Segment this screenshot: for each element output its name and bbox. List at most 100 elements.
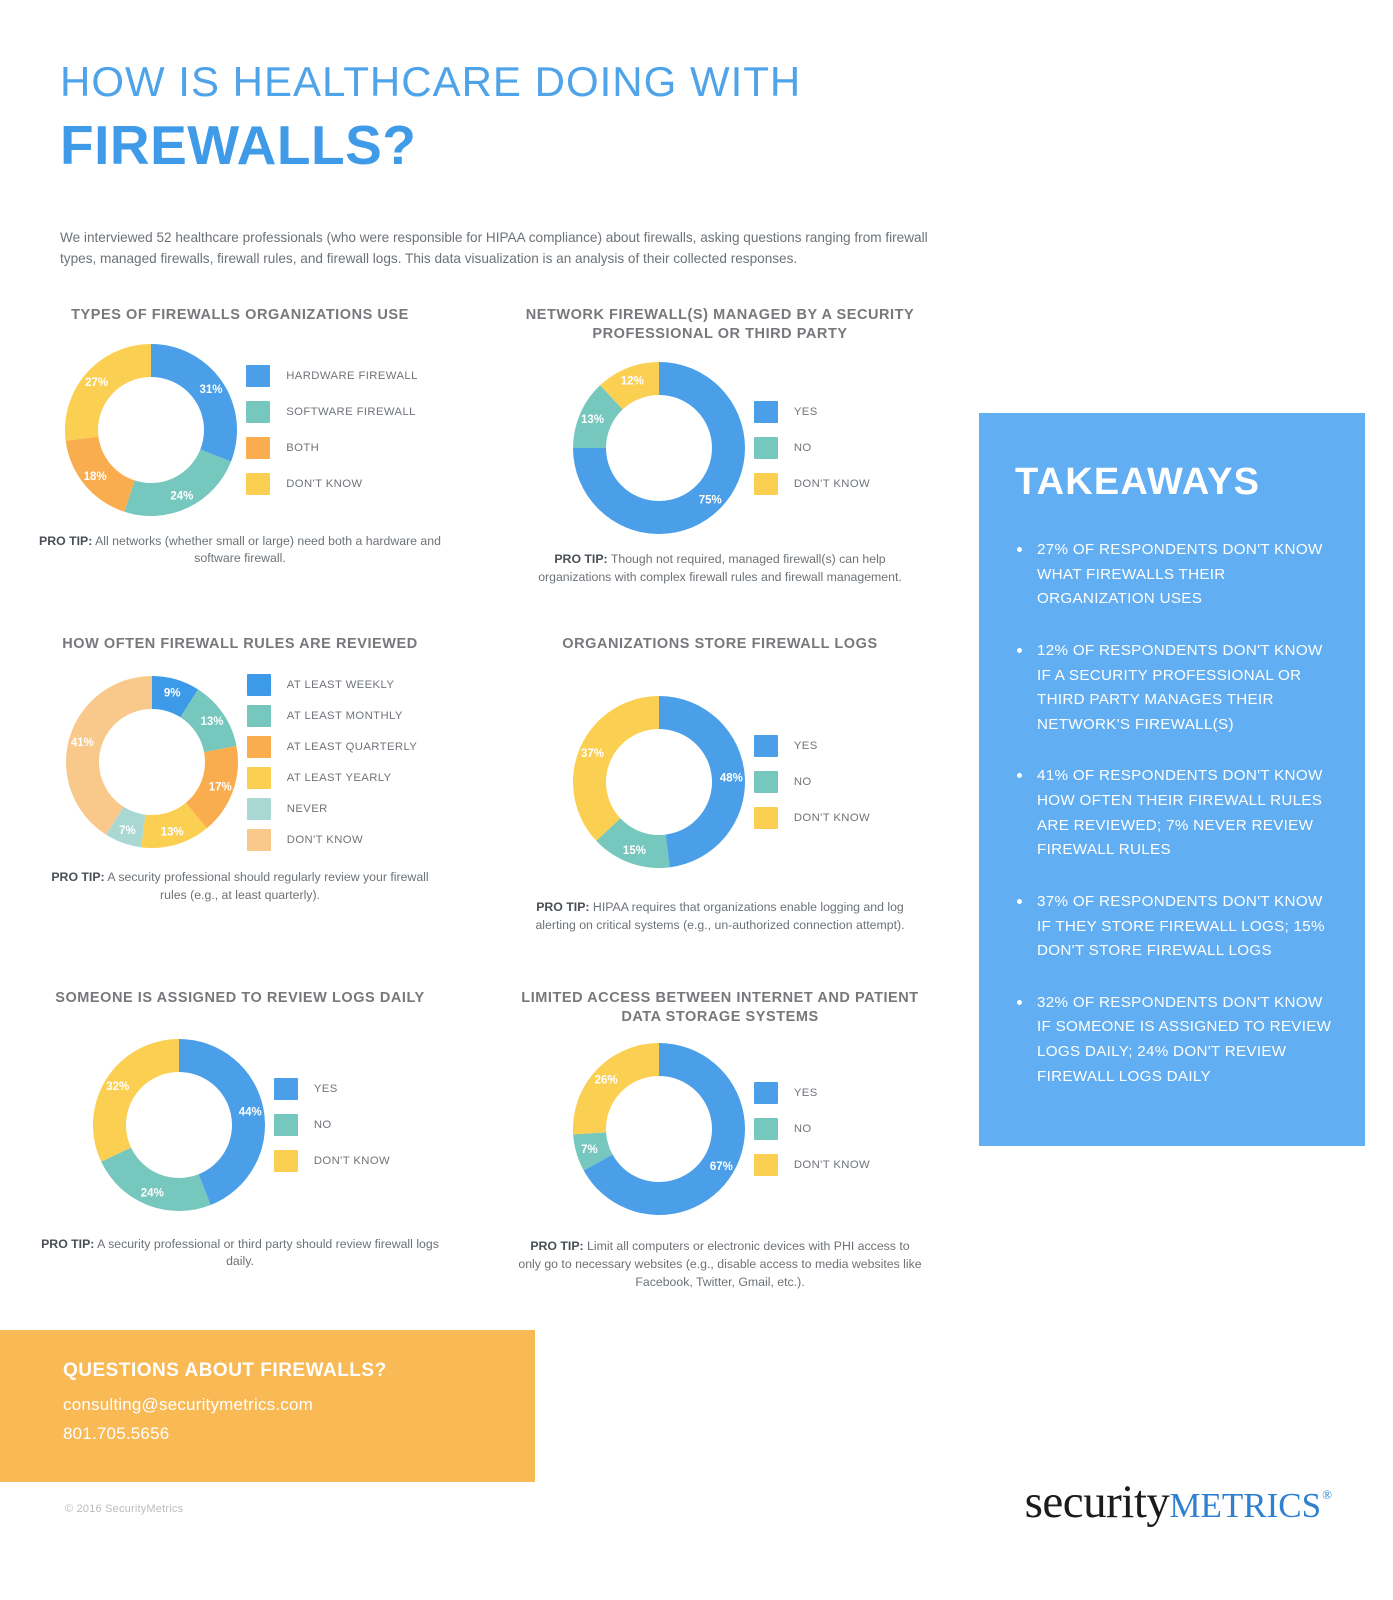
chart-legend: HARDWARE FIREWALL SOFTWARE FIREWALL BOTH DO… bbox=[246, 358, 418, 502]
legend-label: NO bbox=[793, 442, 812, 455]
donut-chart-limited-access-internet: 67% 7% 26% bbox=[570, 1040, 748, 1218]
donut-slice-label: 15% bbox=[623, 846, 646, 858]
donut-chart-assigned-review-logs-daily: 44% 24% 32% bbox=[90, 1036, 268, 1214]
legend-swatch-icon bbox=[753, 473, 778, 496]
legend-item: YES bbox=[753, 401, 870, 424]
chart-row-3: SOMEONE IS ASSIGNED TO REVIEW LOGS DAILY… bbox=[0, 983, 960, 1292]
legend-swatch-icon bbox=[246, 704, 271, 727]
donut-slice bbox=[572, 696, 659, 842]
donut-slice-label: 7% bbox=[119, 826, 136, 838]
pro-tip-text: A security professional should regularly… bbox=[104, 870, 429, 903]
legend-label: NO bbox=[793, 776, 812, 789]
donut-slice bbox=[583, 1043, 745, 1216]
legend-swatch-icon bbox=[753, 807, 778, 830]
donut-slice-label: 44% bbox=[239, 1106, 262, 1118]
legend-swatch-icon bbox=[273, 1077, 298, 1100]
registered-trademark-icon: ® bbox=[1322, 1487, 1332, 1502]
legend-swatch-icon bbox=[753, 1082, 778, 1105]
donut-chart-network-firewall-managed: 75% 13% 12% bbox=[570, 359, 748, 537]
chart-title: SOMEONE IS ASSIGNED TO REVIEW LOGS DAILY bbox=[55, 989, 425, 1006]
legend-label: HARDWARE FIREWALL bbox=[286, 369, 418, 382]
pro-tip: PRO TIP: HIPAA requires that organizatio… bbox=[480, 899, 960, 935]
donut-slice-label: 12% bbox=[621, 376, 644, 388]
donut-slice bbox=[65, 436, 135, 512]
legend-swatch-icon bbox=[753, 771, 778, 794]
legend-item: YES bbox=[753, 735, 870, 758]
donut-chart-firewall-rules-reviewed: 9% 13% 17% 13% 7% 41% bbox=[63, 673, 241, 851]
legend-label: AT LEAST WEEKLY bbox=[286, 678, 395, 691]
donut-slice bbox=[600, 362, 659, 410]
chart-cell-store-firewall-logs: ORGANIZATIONS STORE FIREWALL LOGS 48% 15%… bbox=[480, 629, 960, 935]
legend-swatch-icon bbox=[246, 766, 271, 789]
chart-title: LIMITED ACCESS BETWEEN INTERNET AND PATI… bbox=[521, 989, 919, 1025]
bullet-icon bbox=[1017, 773, 1022, 779]
legend-swatch-icon bbox=[246, 673, 271, 696]
contact-box: QUESTIONS ABOUT FIREWALLS? consulting@se… bbox=[0, 1330, 535, 1482]
page-title-line1: HOW IS HEALTHCARE DOING WITH bbox=[60, 58, 802, 105]
legend-item: NO bbox=[753, 771, 870, 794]
chart-cell-firewall-rules-reviewed: HOW OFTEN FIREWALL RULES ARE REVIEWED 9%… bbox=[0, 629, 480, 935]
logo-text-metrics: METRICS bbox=[1169, 1486, 1322, 1525]
legend-item: AT LEAST MONTHLY bbox=[246, 704, 417, 727]
legend-label: DON'T KNOW bbox=[793, 478, 871, 491]
contact-phone[interactable]: 801.705.5656 bbox=[63, 1424, 170, 1443]
bullet-icon bbox=[1017, 999, 1022, 1005]
takeaway-item: 12% OF RESPONDENTS DON'T KNOW IF A SECUR… bbox=[1015, 639, 1333, 738]
donut-slice-label: 31% bbox=[200, 384, 223, 396]
legend-label: YES bbox=[793, 740, 818, 753]
chart-title: TYPES OF FIREWALLS ORGANIZATIONS USE bbox=[71, 307, 409, 323]
donut-slice bbox=[124, 449, 232, 516]
legend-swatch-icon bbox=[246, 828, 271, 851]
pro-tip-label: PRO TIP: bbox=[536, 900, 590, 915]
chart-title: ORGANIZATIONS STORE FIREWALL LOGS bbox=[562, 635, 878, 652]
takeaway-item: 41% OF RESPONDENTS DON'T KNOW HOW OFTEN … bbox=[1015, 764, 1333, 863]
page-title-line2: FIREWALLS? bbox=[60, 114, 417, 177]
takeaway-text: 37% OF RESPONDENTS DON'T KNOW IF THEY ST… bbox=[1037, 892, 1325, 960]
chart-title: NETWORK FIREWALL(S) MANAGED BY A SECURIT… bbox=[525, 307, 915, 342]
page-header: HOW IS HEALTHCARE DOING WITH FIREWALLS? bbox=[60, 58, 980, 176]
donut-chart-types-of-firewalls: 31% 24% 18% 27% bbox=[62, 341, 240, 519]
pro-tip-label: PRO TIP: bbox=[51, 870, 105, 885]
pro-tip: PRO TIP: A security professional should … bbox=[0, 869, 480, 905]
legend-item: HARDWARE FIREWALL bbox=[246, 364, 418, 387]
pro-tip: PRO TIP: All networks (whether small or … bbox=[0, 533, 480, 569]
chart-cell-network-firewall-managed: NETWORK FIREWALL(S) MANAGED BY A SECURIT… bbox=[480, 300, 960, 587]
contact-email[interactable]: consulting@securitymetrics.com bbox=[63, 1395, 313, 1414]
pro-tip-label: PRO TIP: bbox=[39, 533, 93, 548]
legend-item: DON'T KNOW bbox=[753, 1154, 870, 1177]
donut-slice bbox=[92, 1038, 179, 1162]
takeaway-text: 41% OF RESPONDENTS DON'T KNOW HOW OFTEN … bbox=[1037, 767, 1323, 859]
donut-slice bbox=[65, 676, 152, 835]
legend-item: YES bbox=[753, 1082, 870, 1105]
donut-slice bbox=[185, 746, 238, 829]
donut-slice bbox=[180, 689, 237, 753]
donut-chart-store-firewall-logs: 48% 15% 37% bbox=[570, 693, 748, 871]
legend-label: YES bbox=[793, 406, 818, 419]
chart-legend: YES NO DON'T KNOW bbox=[753, 1075, 870, 1183]
donut-slice-label: 9% bbox=[164, 688, 181, 700]
donut-slice-label: 41% bbox=[71, 737, 94, 749]
legend-swatch-icon bbox=[753, 401, 778, 424]
legend-swatch-icon bbox=[753, 1154, 778, 1177]
legend-label: BOTH bbox=[286, 441, 320, 454]
donut-slice-label: 24% bbox=[141, 1187, 164, 1199]
donut-slice bbox=[101, 1147, 211, 1211]
donut-slice-label: 75% bbox=[699, 494, 722, 506]
chart-legend: YES NO DON'T KNOW bbox=[753, 728, 870, 836]
pro-tip-text: Limit all computers or electronic device… bbox=[518, 1239, 922, 1289]
donut-slice-label: 13% bbox=[581, 414, 604, 426]
legend-item: DON'T KNOW bbox=[753, 473, 871, 496]
takeaways-list: 27% OF RESPONDENTS DON'T KNOW WHAT FIREW… bbox=[1015, 538, 1333, 1089]
copyright-text: © 2016 SecurityMetrics bbox=[65, 1503, 184, 1515]
legend-label: AT LEAST YEARLY bbox=[286, 771, 392, 784]
chart-row-2: HOW OFTEN FIREWALL RULES ARE REVIEWED 9%… bbox=[0, 629, 960, 935]
chart-legend: AT LEAST WEEKLY AT LEAST MONTHLY AT LEAST … bbox=[246, 669, 417, 855]
donut-slice-label: 37% bbox=[581, 749, 604, 761]
legend-item: SOFTWARE FIREWALL bbox=[246, 400, 418, 423]
legend-label: AT LEAST MONTHLY bbox=[286, 709, 403, 722]
bullet-icon bbox=[1017, 547, 1022, 552]
pro-tip-label: PRO TIP: bbox=[530, 1239, 584, 1254]
takeaway-text: 12% OF RESPONDENTS DON'T KNOW IF A SECUR… bbox=[1037, 641, 1323, 733]
legend-label: DON'T KNOW bbox=[286, 833, 364, 846]
legend-label: YES bbox=[313, 1082, 338, 1095]
